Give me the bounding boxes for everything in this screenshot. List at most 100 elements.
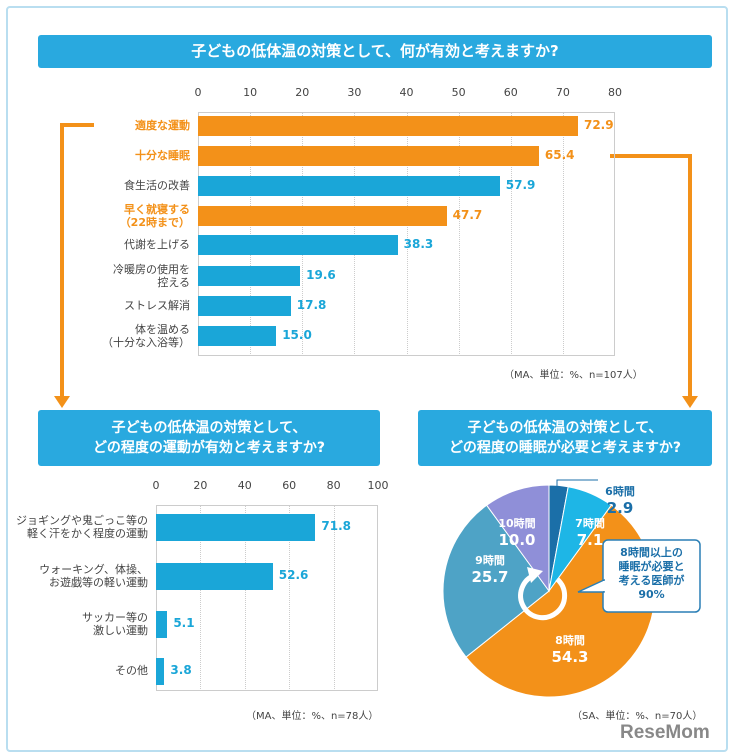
gridline bbox=[333, 505, 335, 691]
x-tick-label: 10 bbox=[243, 86, 258, 99]
value-label: 15.0 bbox=[282, 328, 312, 342]
value-label: 57.9 bbox=[505, 178, 536, 192]
gridline bbox=[250, 112, 252, 356]
gridline bbox=[200, 505, 202, 691]
x-tick-label: 50 bbox=[451, 86, 466, 99]
category-label: 代謝を上げる bbox=[124, 238, 190, 251]
chart3-note: （SA、単位：%、n=70人） bbox=[572, 711, 703, 722]
value-label: 17.8 bbox=[296, 298, 327, 312]
bar bbox=[198, 296, 291, 316]
arrow-left bbox=[60, 123, 94, 398]
slice-name: 10時間 bbox=[498, 517, 536, 530]
gridline bbox=[289, 505, 291, 691]
value-label: 65.4 bbox=[544, 148, 575, 162]
arrow-right bbox=[610, 154, 692, 398]
category-label: 食生活の改善 bbox=[124, 179, 190, 192]
slice-value: 7.1 bbox=[576, 531, 604, 549]
cycle-arrow-icon bbox=[518, 572, 568, 621]
bar bbox=[156, 562, 273, 590]
x-tick-label: 20 bbox=[295, 86, 310, 99]
value-label: 72.9 bbox=[583, 118, 614, 132]
slice-name: 9時間 bbox=[475, 554, 505, 567]
bar bbox=[198, 266, 301, 286]
x-tick-label: 70 bbox=[555, 86, 570, 99]
slice-label: 8時間 54.3 bbox=[550, 632, 590, 666]
chart2-note: （MA、単位：%、n=78人） bbox=[246, 711, 379, 722]
x-tick-label: 30 bbox=[347, 86, 362, 99]
x-tick-label: 40 bbox=[399, 86, 414, 99]
value-label: 52.6 bbox=[278, 568, 309, 582]
gridline bbox=[302, 112, 304, 356]
callout-box bbox=[602, 539, 701, 613]
arrowhead-left bbox=[54, 396, 70, 408]
slice-value: 54.3 bbox=[551, 648, 589, 666]
category-label: その他 bbox=[115, 664, 148, 677]
x-tick-label: 20 bbox=[193, 479, 208, 492]
value-label: 38.3 bbox=[403, 237, 434, 251]
category-label: 適度な運動 bbox=[135, 119, 190, 132]
gridline bbox=[562, 112, 564, 356]
x-tick-label: 80 bbox=[326, 479, 341, 492]
slice-label: 6時間 2.9 bbox=[600, 483, 640, 517]
category-label: ストレス解消 bbox=[124, 299, 190, 312]
value-label: 71.8 bbox=[321, 519, 351, 533]
category-label: サッカー等の 激しい運動 bbox=[82, 611, 148, 637]
gridline bbox=[406, 112, 408, 356]
value-label: 5.1 bbox=[173, 616, 195, 630]
gridline bbox=[354, 112, 356, 356]
category-label: ジョギングや鬼ごっこ等の 軽く汗をかく程度の運動 bbox=[16, 514, 148, 540]
gridline bbox=[458, 112, 460, 356]
frame bbox=[6, 6, 728, 752]
slice-value: 2.9 bbox=[606, 499, 634, 517]
x-tick-label: 40 bbox=[237, 479, 252, 492]
slice-label: 7時間 7.1 bbox=[570, 515, 610, 549]
value-label: 47.7 bbox=[452, 208, 483, 222]
callout-text: 8時間以上の 睡眠が必要と 考える医師が 90% bbox=[618, 546, 685, 601]
slice-value: 10.0 bbox=[498, 531, 536, 549]
chart1-note: （MA、単位：%、n=107人） bbox=[504, 370, 643, 381]
bar bbox=[156, 610, 168, 638]
chart3-title: 子どもの低体温の対策として、 どの程度の睡眠が必要と考えますか? bbox=[418, 410, 712, 466]
bar bbox=[156, 657, 165, 685]
logo: ReseMom bbox=[620, 722, 710, 743]
category-label: ウォーキング、体操、 お遊戯等の軽い運動 bbox=[39, 563, 148, 589]
category-label: 冷暖房の使用を 控える bbox=[113, 263, 190, 289]
bar bbox=[198, 235, 398, 255]
bar bbox=[156, 513, 316, 541]
x-tick-label: 100 bbox=[367, 479, 389, 492]
pie-slice bbox=[442, 504, 550, 658]
slice-label: 9時間 25.7 bbox=[470, 552, 510, 586]
bar bbox=[198, 206, 447, 226]
bar bbox=[198, 326, 277, 346]
x-tick-label: 80 bbox=[608, 86, 622, 99]
bar bbox=[198, 116, 578, 136]
plot-area bbox=[156, 505, 378, 691]
category-label: 体を温める （十分な入浴等） bbox=[102, 323, 190, 349]
leader-line bbox=[556, 479, 598, 486]
chart1-title: 子どもの低体温の対策として、何が有効と考えますか? bbox=[38, 35, 712, 68]
gridline bbox=[510, 112, 512, 356]
bar bbox=[198, 176, 500, 196]
slice-name: 6時間 bbox=[605, 485, 635, 498]
slice-value: 25.7 bbox=[471, 568, 509, 586]
slice-name: 8時間 bbox=[555, 634, 585, 647]
pie-slice bbox=[485, 484, 550, 593]
x-tick-label: 60 bbox=[282, 479, 297, 492]
category-label: 早く就寝する （22時まで） bbox=[119, 203, 190, 229]
slice-name: 7時間 bbox=[575, 517, 605, 530]
arrowhead-right bbox=[682, 396, 698, 408]
cycle-arrowhead bbox=[527, 567, 543, 583]
x-tick-label: 0 bbox=[152, 479, 160, 492]
x-tick-label: 60 bbox=[503, 86, 518, 99]
slice-label: 10時間 10.0 bbox=[497, 515, 537, 549]
value-label: 3.8 bbox=[170, 663, 192, 677]
gridline bbox=[244, 505, 246, 691]
x-tick-label: 0 bbox=[194, 86, 202, 99]
value-label: 19.6 bbox=[306, 268, 336, 282]
category-label: 十分な睡眠 bbox=[135, 149, 190, 162]
bar bbox=[198, 146, 539, 166]
chart2-title: 子どもの低体温の対策として、 どの程度の運動が有効と考えますか? bbox=[38, 410, 380, 466]
